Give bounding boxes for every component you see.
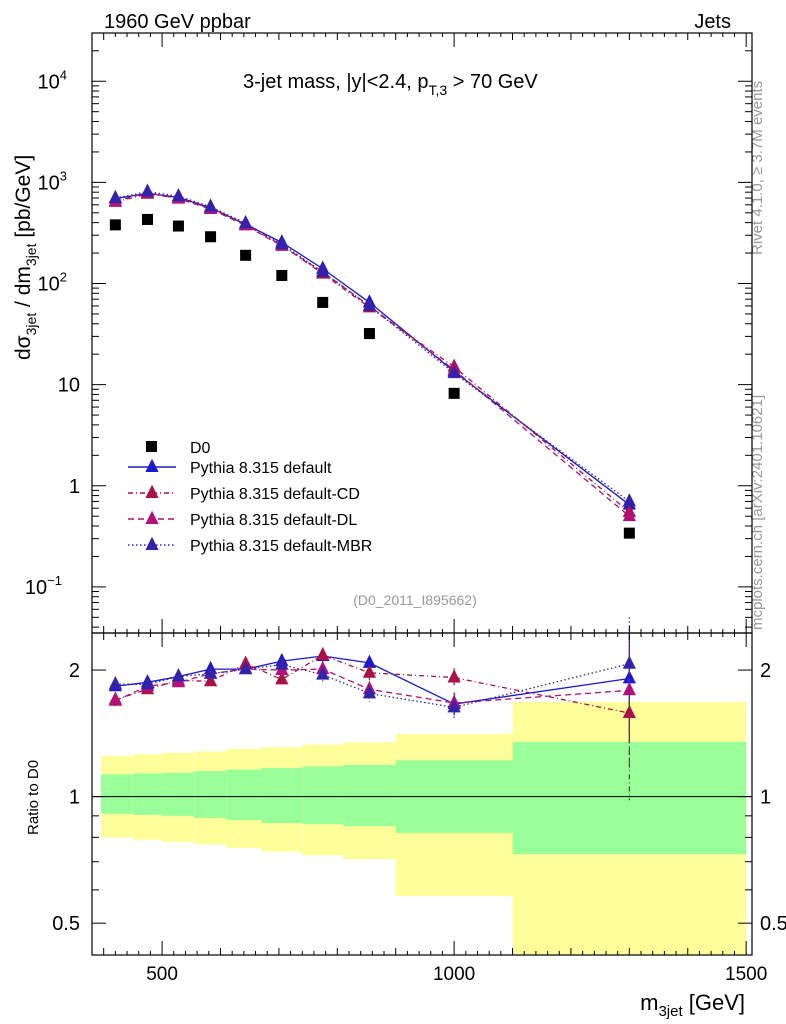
ratio-line-dl — [115, 668, 630, 704]
rivet-version-label: Rivet 4.1.0, ≥ 3.7M events — [749, 81, 766, 255]
main-point-mbr-4 — [239, 214, 253, 229]
legend-marker-default — [145, 458, 159, 472]
inner-band-4 — [226, 769, 262, 820]
ratio-point-cd-7 — [362, 664, 377, 678]
main-series — [108, 183, 636, 522]
main-line-cd — [115, 193, 630, 513]
plot-title: 3-jet mass, |y|<2.4, pT,3 > 70 GeV — [243, 71, 538, 98]
data-point-5 — [276, 269, 288, 281]
ratio-point-mbr-3 — [203, 665, 218, 679]
ratio-y-tick-label-right: 0.5 — [760, 913, 786, 935]
analysis-id: (D0_2011_I895662) — [353, 592, 477, 608]
inner-band-7 — [343, 764, 396, 827]
data-point-3 — [205, 231, 217, 243]
ratio-point-default-7 — [362, 654, 377, 668]
main-point-mbr-1 — [140, 183, 155, 197]
main-point-mbr-8 — [447, 364, 461, 379]
legend-data-label: D0 — [190, 440, 211, 457]
legend-data-marker — [146, 441, 157, 452]
ratio-point-mbr-8 — [447, 699, 461, 713]
main-point-mbr-5 — [275, 235, 289, 250]
ratio-point-mbr-2 — [171, 668, 186, 682]
ratio-point-cd-6 — [316, 646, 330, 661]
axis-ticks — [91, 32, 752, 955]
y-tick-label: 10−1 — [25, 573, 62, 599]
ratio-point-mbr-1 — [140, 676, 155, 690]
x-tick-label: 1000 — [433, 964, 475, 985]
inner-band-5 — [261, 767, 303, 824]
inner-band-2 — [162, 772, 195, 816]
ratio-line-default — [115, 655, 630, 705]
y-tick-label: 102 — [38, 270, 67, 296]
ratio-point-cd-8 — [447, 669, 461, 683]
data-point-4 — [240, 249, 252, 261]
x-tick-label: 500 — [146, 964, 178, 985]
ratio-y-tick-label-right: 2 — [760, 660, 771, 682]
main-point-mbr-2 — [171, 187, 186, 202]
ratio-point-mbr-0 — [108, 676, 122, 690]
x-axis-label: m3jet [GeV] — [640, 990, 745, 1020]
ratio-y-tick-label: 0.5 — [52, 913, 80, 935]
data-point-9 — [623, 527, 635, 539]
data-point-6 — [317, 296, 329, 308]
data-markers — [109, 213, 635, 539]
data-point-1 — [141, 213, 153, 225]
legend-label-cd: Pythia 8.315 default-CD — [190, 486, 360, 503]
main-point-mbr-3 — [203, 198, 218, 212]
main-line-default — [115, 192, 630, 506]
main-point-dl-9 — [622, 507, 636, 522]
inner-band-6 — [302, 766, 344, 825]
y-tick-label: 10 — [58, 375, 80, 397]
ratio-point-dl-9 — [622, 682, 636, 696]
legend-label-dl: Pythia 8.315 default-DL — [190, 512, 357, 529]
ratio-point-mbr-4 — [239, 660, 253, 675]
process-label: Jets — [694, 11, 731, 33]
legend-label-mbr: Pythia 8.315 default-MBR — [190, 538, 372, 555]
ratio-point-dl-0 — [108, 692, 122, 706]
y-axis-label: dσ3jet / dm3jet [pb/GeV] — [12, 155, 39, 360]
inner-band-1 — [132, 773, 163, 815]
legend-marker-dl — [145, 510, 159, 524]
ratio-point-mbr-9 — [622, 655, 636, 669]
y-tick-label: 1 — [69, 476, 80, 498]
legend-label-default: Pythia 8.315 default — [190, 460, 332, 477]
ratio-point-cd-3 — [203, 673, 218, 687]
main-point-mbr-0 — [108, 189, 122, 203]
collider-label: 1960 GeV ppbar — [104, 11, 251, 33]
main-line-mbr — [115, 190, 630, 502]
ratio-point-default-9 — [622, 670, 636, 684]
svg-text:dσ3jet / dm3jet [pb/GeV]: dσ3jet / dm3jet [pb/GeV] — [12, 155, 39, 360]
data-point-2 — [172, 220, 184, 232]
ratio-y-tick-label: 1 — [69, 787, 80, 809]
data-point-7 — [363, 328, 375, 340]
legend: D0 Pythia 8.315 default Pythia 8.315 defa… — [128, 440, 372, 555]
ratio-plot-frame — [91, 632, 753, 956]
ratio-y-tick-label: 2 — [69, 660, 80, 682]
x-tick-label: 1500 — [725, 964, 767, 985]
inner-band-0 — [100, 774, 133, 814]
ratio-series — [108, 617, 636, 801]
ratio-point-cd-5 — [275, 671, 289, 685]
ratio-point-mbr-5 — [275, 656, 289, 670]
mcplots-label: mcplots.cern.ch [arXiv:2401.10621] — [749, 395, 766, 630]
main-point-mbr-9 — [622, 493, 636, 507]
ratio-point-mbr-6 — [316, 666, 330, 680]
uncertainty-bands — [100, 701, 747, 955]
y-tick-label: 103 — [38, 168, 67, 194]
y-tick-label: 104 — [38, 67, 67, 93]
legend-marker-mbr — [145, 536, 159, 550]
ratio-y-axis-label: Ratio to D0 — [25, 760, 42, 835]
ratio-y-tick-label-right: 1 — [760, 787, 771, 809]
main-point-mbr-6 — [316, 263, 330, 277]
legend-marker-cd — [145, 484, 159, 498]
ratio-line-mbr — [115, 663, 630, 709]
data-point-8 — [448, 387, 460, 399]
data-point-0 — [109, 219, 121, 231]
inner-band-3 — [194, 771, 227, 818]
ratio-point-mbr-7 — [362, 685, 377, 699]
main-point-mbr-7 — [362, 297, 377, 311]
